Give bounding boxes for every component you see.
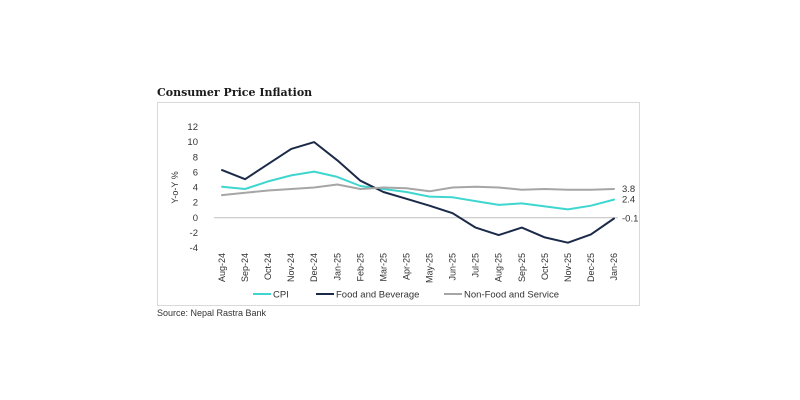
x-tick-label: Sep-24 bbox=[240, 253, 250, 282]
x-tick-label: Jan-25 bbox=[332, 253, 342, 281]
x-tick-label: Mar-25 bbox=[378, 253, 388, 282]
end-value-label: -0.1 bbox=[622, 214, 638, 225]
y-axis-label: Y-o-Y % bbox=[170, 171, 180, 204]
x-tick-label: May-25 bbox=[425, 253, 435, 283]
end-value-label: 3.8 bbox=[622, 184, 635, 195]
y-tick-label: 12 bbox=[187, 122, 198, 133]
x-tick-label: Oct-25 bbox=[540, 253, 550, 280]
x-tick-label: Feb-25 bbox=[355, 253, 365, 282]
x-tick-label: Aug-24 bbox=[217, 253, 227, 282]
x-tick-label: Nov-25 bbox=[563, 253, 573, 282]
line-chart: Y-o-Y % -4 -2 0 2 4 6 8 10 12 Aug-24 Sep-24 Oct-24… bbox=[170, 122, 638, 301]
x-tick-label: Dec-25 bbox=[586, 253, 596, 282]
y-tick-label: -2 bbox=[190, 228, 198, 239]
x-tick-label: Jan-26 bbox=[609, 253, 619, 281]
y-tick-label: -4 bbox=[190, 243, 198, 254]
source-note: Source: Nepal Rastra Bank bbox=[157, 308, 267, 318]
x-tick-label: Dec-24 bbox=[309, 253, 319, 282]
chart-frame: Y-o-Y % -4 -2 0 2 4 6 8 10 12 Aug-24 Sep-24 Oct-24… bbox=[157, 102, 640, 306]
y-tick-label: 2 bbox=[193, 198, 198, 209]
chart-title: Consumer Price Inflation bbox=[157, 86, 313, 99]
legend: CPI Food and Beverage Non-Food and Service bbox=[253, 290, 559, 301]
x-tick-label: Jun-25 bbox=[448, 253, 458, 281]
series-line bbox=[221, 141, 615, 244]
legend-label: Non-Food and Service bbox=[464, 290, 559, 301]
x-tick-label: Sep-25 bbox=[517, 253, 527, 282]
y-tick-label: 10 bbox=[187, 137, 198, 148]
series-line bbox=[221, 183, 615, 197]
y-tick-label: 6 bbox=[193, 167, 198, 178]
x-tick-label: Jul-25 bbox=[471, 253, 481, 278]
x-tick-label: Nov-24 bbox=[286, 253, 296, 282]
y-tick-label: 0 bbox=[193, 213, 198, 224]
y-tick-label: 4 bbox=[193, 183, 198, 194]
x-tick-label: Apr-25 bbox=[401, 253, 411, 280]
series-line bbox=[221, 170, 615, 211]
x-tick-label: Oct-24 bbox=[263, 253, 273, 280]
legend-label: Food and Beverage bbox=[336, 290, 419, 301]
legend-label: CPI bbox=[273, 290, 289, 301]
y-tick-label: 8 bbox=[193, 152, 198, 163]
x-tick-label: Aug-25 bbox=[494, 253, 504, 282]
end-value-label: 2.4 bbox=[622, 195, 635, 206]
